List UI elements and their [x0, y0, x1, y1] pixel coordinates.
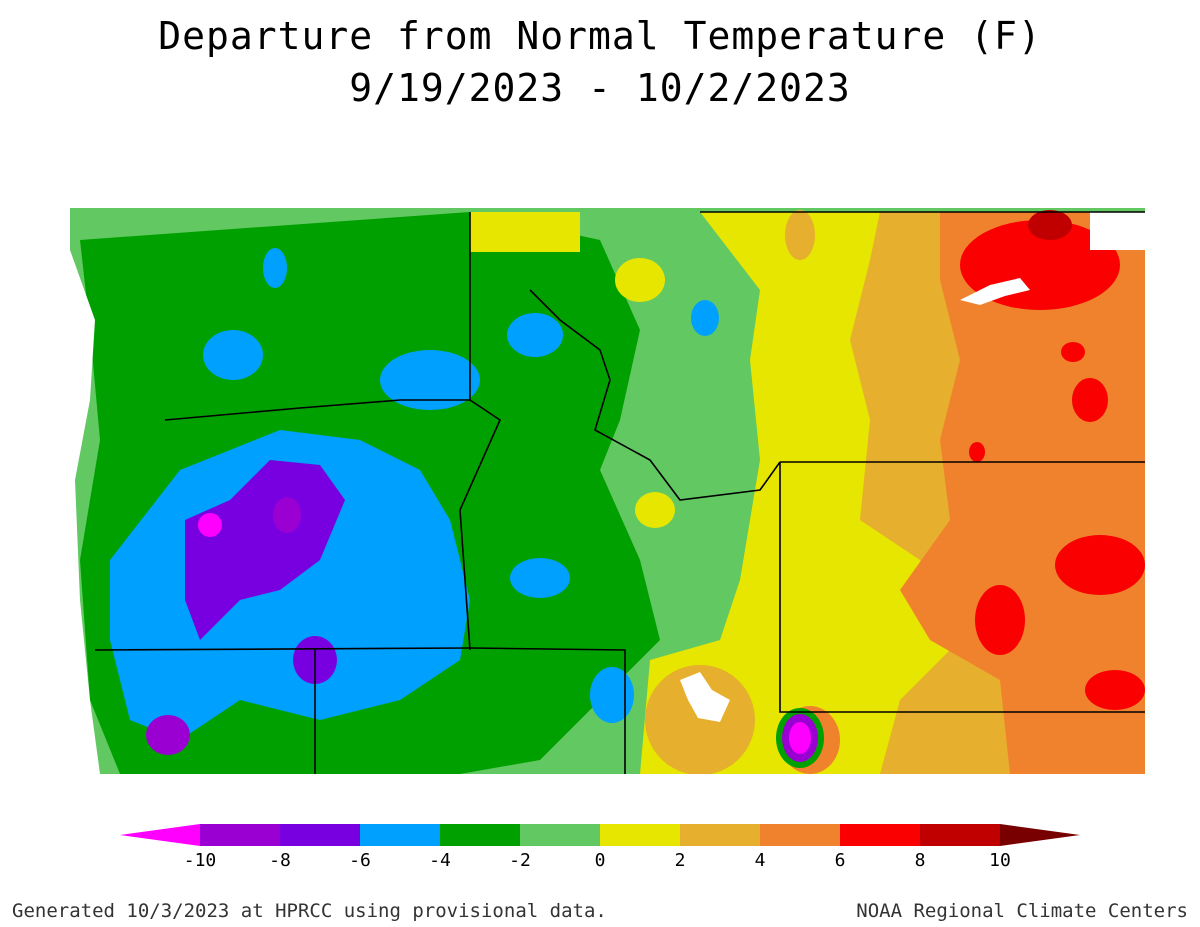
legend-tick-label: 4 — [755, 850, 766, 871]
legend-bin — [360, 824, 440, 846]
legend-bin — [520, 824, 600, 846]
legend-bin — [200, 824, 280, 846]
legend-tick-label: -8 — [269, 850, 291, 871]
legend-bin — [760, 824, 840, 846]
legend-tick-label: 8 — [915, 850, 926, 871]
legend-bin — [680, 824, 760, 846]
legend-tick-label: 6 — [835, 850, 846, 871]
state-boundaries — [94, 211, 1145, 774]
legend-bin — [440, 824, 520, 846]
legend-tick-label: 10 — [989, 850, 1011, 871]
legend-tick-label: -6 — [349, 850, 371, 871]
legend-bin — [600, 824, 680, 846]
legend-bin — [840, 824, 920, 846]
legend-tick-label: 2 — [675, 850, 686, 871]
legend-tick-label: -2 — [509, 850, 531, 871]
source-credit: NOAA Regional Climate Centers — [856, 900, 1188, 922]
legend-bin — [1000, 824, 1080, 846]
legend-bin — [280, 824, 360, 846]
legend-bin — [120, 824, 200, 846]
shaded-anomaly-field — [55, 208, 1145, 774]
legend-tick-label: -4 — [429, 850, 451, 871]
generated-note: Generated 10/3/2023 at HPRCC using provi… — [12, 900, 607, 922]
legend-tick-label: -10 — [184, 850, 217, 871]
legend-tick-label: 0 — [595, 850, 606, 871]
map-title: Departure from Normal Temperature (F) — [158, 14, 1042, 58]
legend-bin — [920, 824, 1000, 846]
date-range: 9/19/2023 - 10/2/2023 — [349, 66, 851, 110]
